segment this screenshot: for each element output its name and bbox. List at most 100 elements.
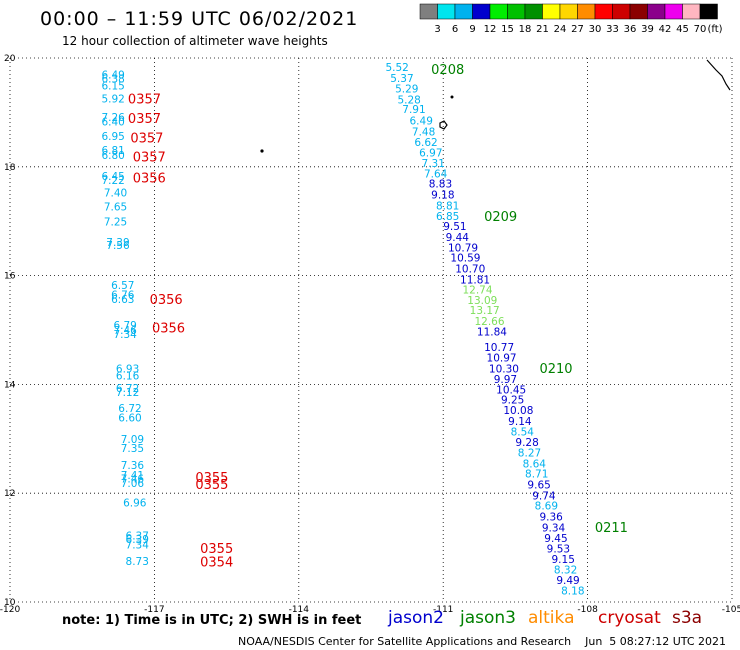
swh-point-label: 7.46 [121, 474, 145, 486]
swh-point-label: 6.81 [101, 145, 124, 157]
swh-point-label: 6.79 [113, 320, 136, 332]
swh-point-label: 9.34 [542, 522, 566, 534]
y-tick-label: 18 [4, 163, 16, 173]
swh-point-label: 6.40 [101, 117, 124, 129]
y-tick-label: 16 [4, 272, 16, 282]
mission-name-jason3: jason3 [460, 608, 516, 628]
swh-point-label: 6.60 [118, 413, 141, 425]
swh-point-label: 8.81 [436, 200, 459, 212]
coastline-shape [706, 59, 731, 91]
swh-point-label: 7.91 [402, 104, 425, 116]
swh-point-label: 6.39 [126, 534, 149, 546]
swh-point-label: 9.14 [508, 416, 532, 428]
pass-time-label: 0357 [128, 112, 161, 127]
swh-point-label: 6.93 [116, 364, 139, 376]
swh-point-label: 9.65 [527, 479, 550, 491]
swh-point-label: 7.46 [113, 325, 137, 337]
swh-point-label: 10.77 [484, 342, 514, 354]
swh-point-label: 6.15 [101, 81, 124, 93]
pass-time-label: 0356 [150, 293, 183, 308]
pass-time-label: 0208 [431, 63, 464, 78]
legend-tick-label: 21 [536, 24, 549, 35]
pass-time-label: 0356 [152, 321, 185, 336]
x-tick-label: -105 [722, 605, 740, 615]
legend-tick-label: 45 [676, 24, 689, 35]
swh-point-label: 5.28 [397, 94, 420, 106]
swh-point-label: 9.53 [547, 544, 570, 556]
page-subtitle: 12 hour collection of altimeter wave hei… [62, 34, 328, 48]
color-legend: 3 6 9 12 15 18 21 24 27 30 33 36 39 42 45 70 (ft) [419, 3, 723, 35]
legend-tick-label: 24 [554, 24, 567, 35]
swh-point-label: 10.59 [450, 253, 480, 265]
swh-point-label: 6.37 [126, 531, 149, 543]
island-shape [260, 149, 264, 153]
swh-point-label: 9.36 [539, 512, 563, 524]
y-tick-label: 12 [4, 489, 15, 499]
swh-point-label: 6.38 [101, 74, 124, 86]
swh-point-label: 13.09 [467, 295, 497, 307]
swh-point-label: 7.12 [116, 387, 139, 399]
swh-point-label: 9.49 [556, 575, 579, 587]
swh-point-label: 6.72 [116, 383, 139, 395]
swh-point-label: 9.45 [544, 533, 567, 545]
swh-point-label: 5.37 [390, 73, 413, 85]
swh-point-label: 6.80 [101, 150, 124, 162]
swh-point-label: 5.52 [385, 62, 408, 74]
legend-tick-label: 18 [519, 24, 532, 35]
legend-tick-label: 3 [434, 24, 440, 35]
island-shape [439, 120, 448, 130]
page-title: 00:00 – 11:59 UTC 06/02/2021 [40, 8, 359, 30]
legend-tick-label: 70 [694, 24, 707, 35]
swh-point-label: 7.22 [101, 175, 124, 187]
swh-point-label: 6.57 [111, 280, 134, 292]
x-tick-label: -120 [0, 605, 20, 615]
pass-time-label: 0357 [133, 150, 166, 165]
swh-point-label: 7.06 [121, 478, 145, 490]
swh-point-label: 7.36 [121, 460, 145, 472]
mission-name-s3a: s3a [672, 608, 703, 628]
swh-point-label: 7.64 [424, 168, 448, 180]
pass-time-label: 0355 [195, 478, 228, 493]
pass-time-label: 0209 [484, 210, 517, 225]
swh-point-label: 10.79 [448, 242, 478, 254]
y-tick-label: 14 [4, 380, 16, 390]
swh-point-label: 9.51 [443, 221, 466, 233]
swh-point-label: 7.56 [106, 240, 130, 252]
legend-swatch [699, 3, 718, 20]
legend-tick-label: 33 [606, 24, 619, 35]
swh-point-label: 8.73 [126, 556, 149, 568]
x-tick-label: -114 [289, 605, 310, 615]
y-tick-label: 10 [4, 598, 16, 608]
swh-point-label: 7.48 [412, 126, 435, 138]
swh-point-label: 6.95 [101, 131, 124, 143]
swh-point-label: 6.16 [116, 371, 140, 383]
swh-point-label: 7.34 [126, 539, 150, 551]
swh-point-label: 8.32 [554, 564, 577, 576]
swh-point-label: 6.49 [410, 116, 433, 128]
legend-tick-label: 39 [641, 24, 654, 35]
swh-point-label: 5.29 [395, 83, 418, 95]
swh-point-label: 8.71 [525, 469, 548, 481]
island-shape [450, 95, 454, 99]
pass-time-label: 0210 [539, 362, 572, 377]
swh-point-label: 9.18 [431, 190, 454, 202]
swh-point-label: 6.76 [111, 290, 135, 302]
y-tick-label: 20 [4, 54, 16, 64]
x-tick-label: -108 [577, 605, 598, 615]
legend-tick-label: 27 [571, 24, 584, 35]
swh-point-label: 8.69 [535, 501, 558, 513]
swh-point-label: 8.83 [429, 179, 452, 191]
pass-time-label: 0357 [130, 131, 163, 146]
swh-point-label: 6.96 [123, 497, 147, 509]
pass-time-label: 0211 [595, 521, 628, 536]
swh-point-label: 7.35 [121, 443, 144, 455]
swh-point-label: 7.34 [113, 329, 137, 341]
mission-name-jason2: jason2 [388, 608, 444, 628]
pass-time-label: 0355 [195, 471, 228, 486]
swh-point-label: 6.49 [101, 69, 124, 81]
pass-time-label: 0357 [128, 92, 161, 107]
mission-name-altika: altika [528, 608, 575, 628]
swh-point-label: 10.45 [496, 384, 526, 396]
